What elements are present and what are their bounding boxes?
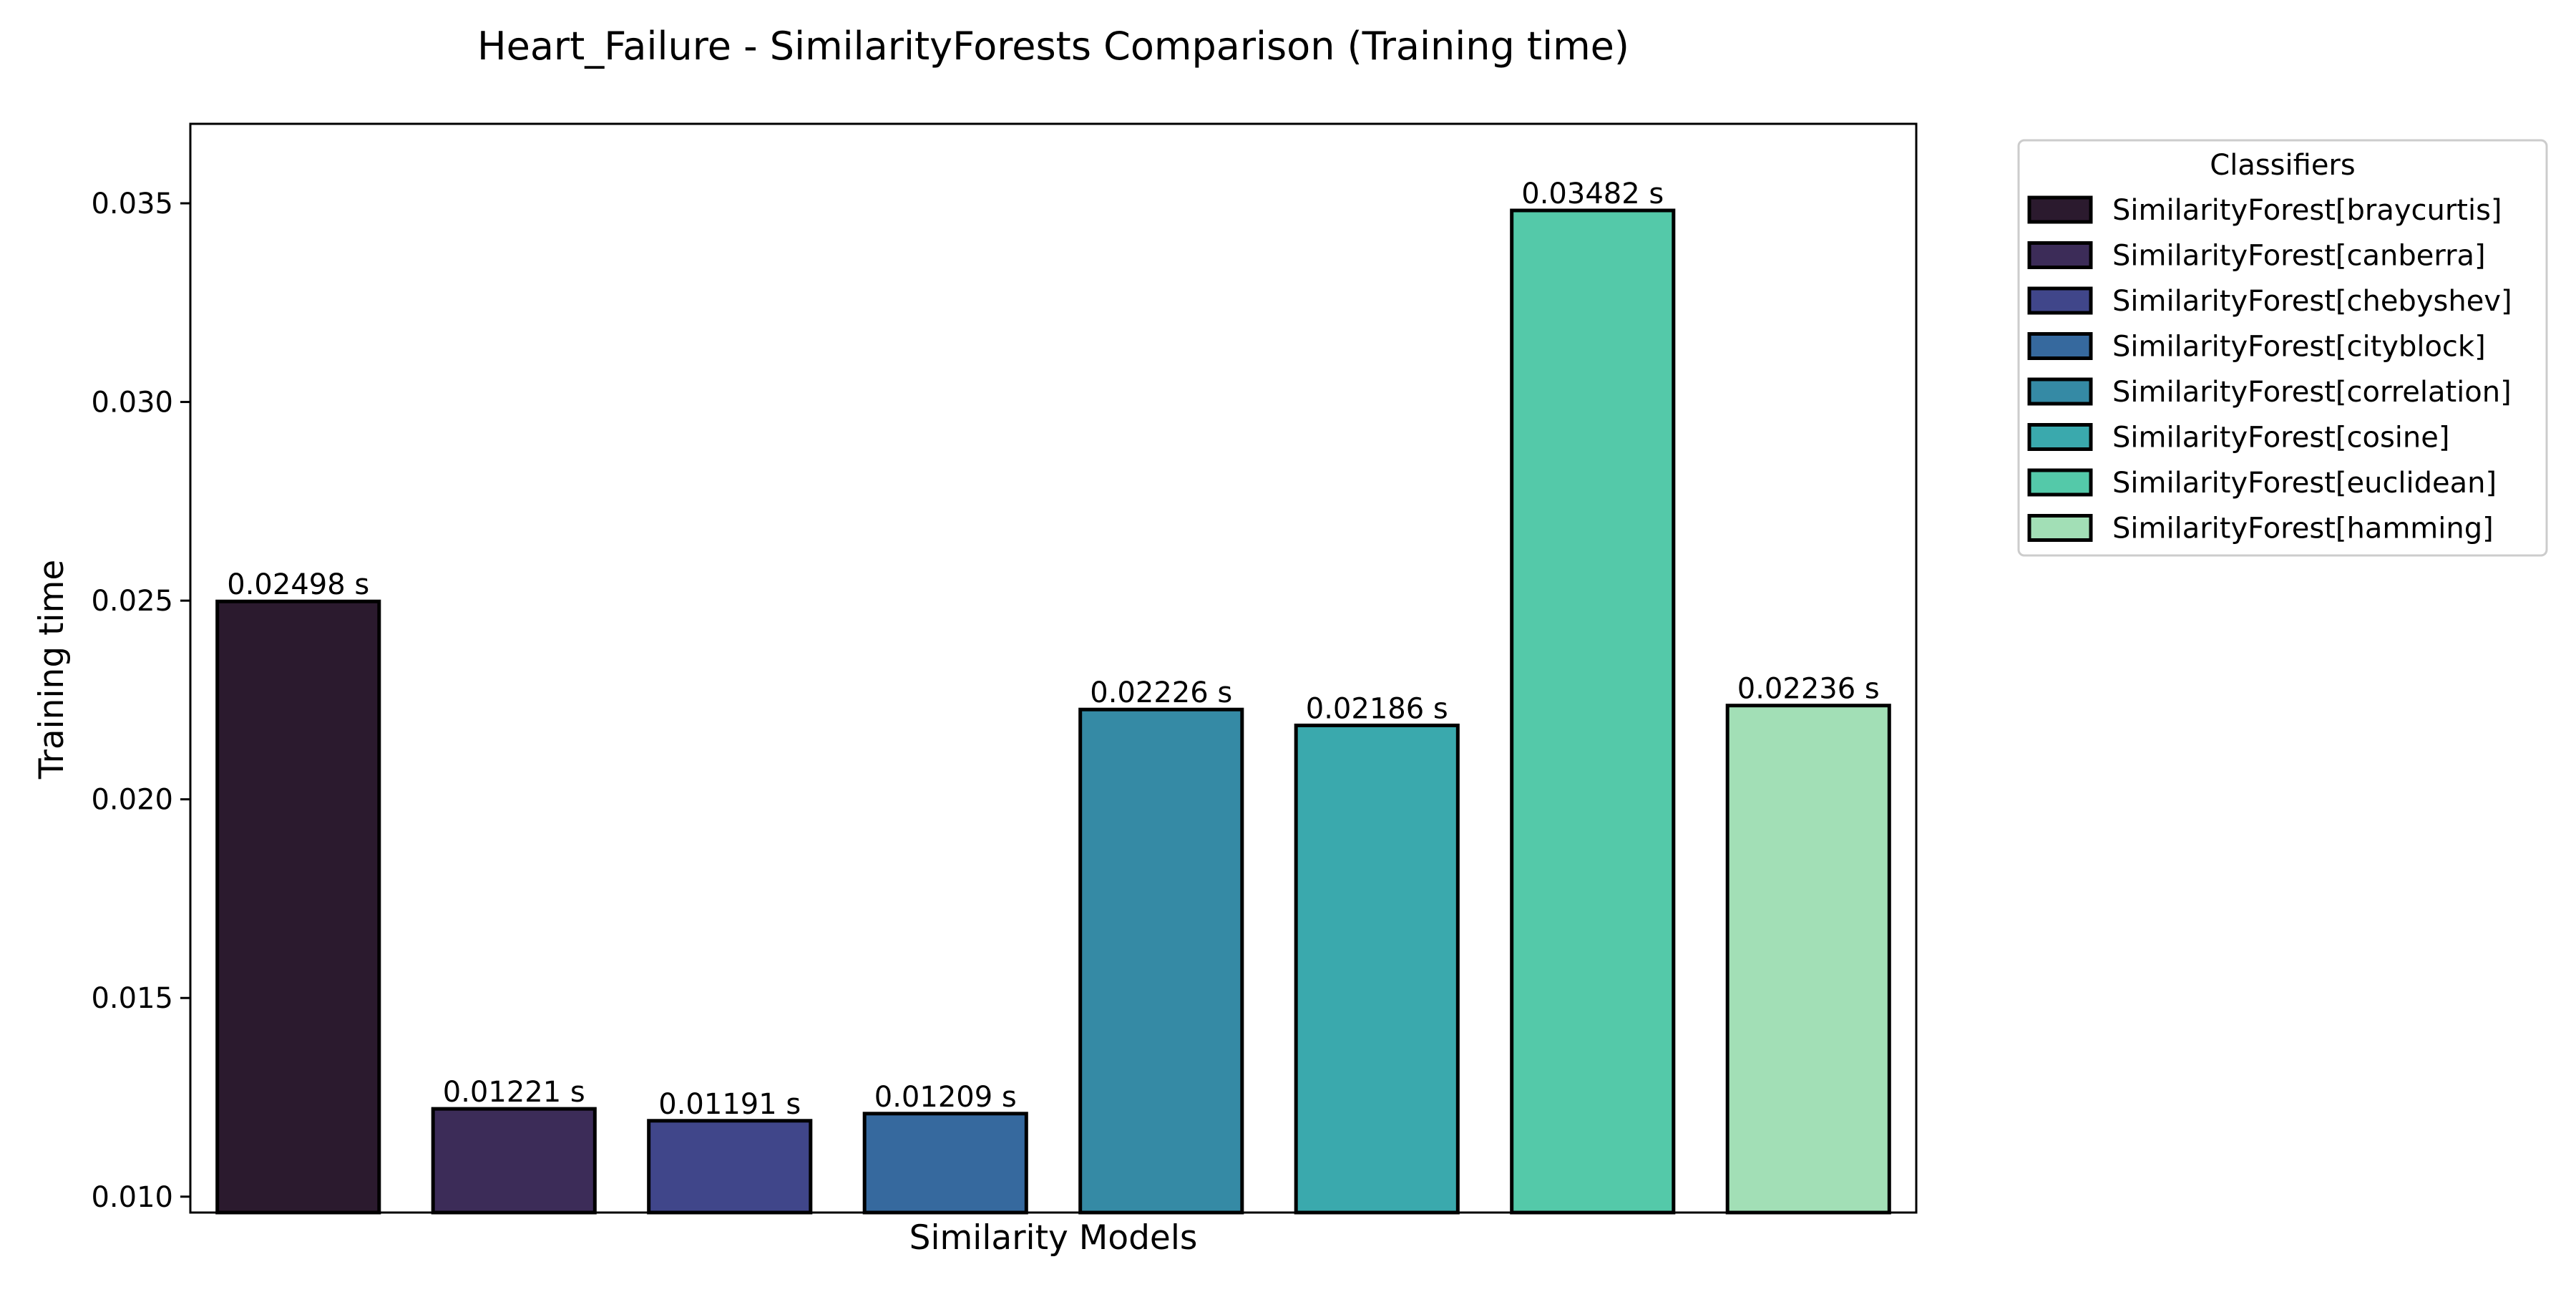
bar-value-label: 0.02186 s — [1306, 692, 1448, 725]
bar-value-label: 0.03482 s — [1521, 178, 1664, 210]
legend-label: SimilarityForest[chebyshev] — [2112, 285, 2512, 318]
bar-value-label: 0.01221 s — [443, 1076, 585, 1109]
y-tick-label: 0.035 — [91, 188, 173, 220]
chart-title: Heart_Failure - SimilarityForests Compar… — [477, 24, 1629, 69]
bar-value-label: 0.02226 s — [1090, 676, 1232, 709]
legend-swatch — [2027, 468, 2093, 497]
legend-label: SimilarityForest[cityblock] — [2112, 331, 2486, 364]
legend-swatch — [2027, 241, 2093, 269]
bar — [862, 1112, 1028, 1215]
plot-area-frame — [189, 122, 1918, 1214]
bar-value-label: 0.02498 s — [227, 568, 369, 601]
x-axis-label: Similarity Models — [909, 1218, 1198, 1258]
bar — [1294, 723, 1460, 1215]
bar-value-label: 0.01209 s — [874, 1081, 1017, 1114]
bar-value-label: 0.02236 s — [1737, 673, 1880, 706]
legend-swatch — [2027, 286, 2093, 315]
bar — [1510, 208, 1676, 1215]
y-tick-label: 0.015 — [91, 982, 173, 1015]
legend: Classifiers SimilarityForest[braycurtis]… — [2017, 139, 2548, 557]
legend-title: Classifiers — [2210, 149, 2355, 182]
legend-swatch — [2027, 514, 2093, 542]
legend-swatch — [2027, 377, 2093, 406]
bar — [1725, 704, 1891, 1215]
y-axis-ticks: 0.010 0.015 0.020 0.025 0.030 0.035 — [91, 188, 190, 1214]
legend-label: SimilarityForest[hamming] — [2112, 513, 2494, 545]
legend-label: SimilarityForest[euclidean] — [2112, 467, 2497, 500]
bar-value-label: 0.01191 s — [658, 1088, 801, 1121]
y-tick-label: 0.025 — [91, 585, 173, 618]
y-tick-label: 0.010 — [91, 1181, 173, 1214]
legend-label: SimilarityForest[canberra] — [2112, 240, 2486, 273]
bar — [647, 1119, 813, 1215]
bar — [431, 1107, 597, 1215]
legend-label: SimilarityForest[correlation] — [2112, 376, 2512, 409]
y-axis-label: Training time — [32, 560, 72, 780]
legend-label: SimilarityForest[braycurtis] — [2112, 194, 2502, 227]
legend-box — [2017, 139, 2548, 557]
y-tick-label: 0.020 — [91, 784, 173, 817]
y-tick-label: 0.030 — [91, 387, 173, 419]
bar-series: 0.02498 s 0.01221 s 0.01191 s 0.01209 s 0.02… — [215, 178, 1891, 1215]
legend-items: SimilarityForest[braycurtis] SimilarityFo… — [2027, 194, 2512, 545]
legend-swatch — [2027, 332, 2093, 360]
legend-swatch — [2027, 195, 2093, 224]
bar — [1078, 707, 1244, 1215]
legend-swatch — [2027, 423, 2093, 451]
bar — [215, 599, 381, 1215]
legend-label: SimilarityForest[cosine] — [2112, 422, 2449, 455]
